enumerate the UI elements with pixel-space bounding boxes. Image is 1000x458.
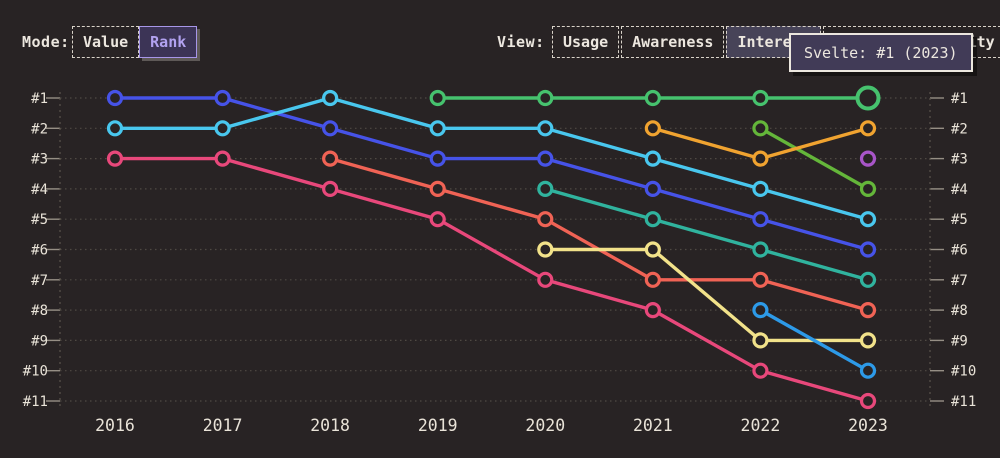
year-label-2016: 2016 xyxy=(95,416,135,435)
year-label-2017: 2017 xyxy=(203,416,243,435)
point-series-lightgreen-2022[interactable] xyxy=(752,120,769,137)
right-rank-label-8: #8 xyxy=(951,303,968,319)
point-series-coral-2023[interactable] xyxy=(859,302,877,319)
point-series-cyan-2019[interactable] xyxy=(429,120,446,137)
point-series-blue-2016[interactable] xyxy=(106,89,124,107)
year-label-2023: 2023 xyxy=(848,416,888,435)
point-Svelte-2020[interactable] xyxy=(537,89,554,107)
line-series-coral xyxy=(329,156,869,312)
point-series-yellow-2020[interactable] xyxy=(537,241,554,258)
point-series-blue-2019[interactable] xyxy=(429,150,446,167)
point-series-teal-2020[interactable] xyxy=(537,180,554,197)
tooltip-text: Svelte: #1 (2023) xyxy=(804,43,958,62)
point-series-coral-2020[interactable] xyxy=(537,211,554,228)
point-series-cyan-2020[interactable] xyxy=(537,120,554,137)
point-series-pink-2023[interactable] xyxy=(859,392,877,410)
point-Svelte-2019[interactable] xyxy=(429,89,446,107)
point-Svelte-2022[interactable] xyxy=(752,89,769,107)
left-rank-label-3: #3 xyxy=(31,152,48,168)
right-rank-label-2: #2 xyxy=(951,121,968,137)
point-series-cyan-2022[interactable] xyxy=(752,180,769,197)
point-series-skyblue-2023[interactable] xyxy=(859,362,877,379)
right-rank-label-3: #3 xyxy=(951,152,968,168)
point-series-yellow-2021[interactable] xyxy=(644,241,661,258)
left-rank-label-7: #7 xyxy=(31,273,48,289)
point-series-pink-2018[interactable] xyxy=(322,180,339,197)
right-rank-label-9: #9 xyxy=(951,333,968,349)
point-series-orange-2023[interactable] xyxy=(859,120,877,137)
point-series-skyblue-2022[interactable] xyxy=(752,302,769,319)
point-series-blue-2021[interactable] xyxy=(644,180,661,197)
left-rank-label-4: #4 xyxy=(31,182,48,198)
point-series-coral-2021[interactable] xyxy=(644,271,661,288)
line-series-blue xyxy=(115,96,869,252)
left-rank-label-6: #6 xyxy=(31,243,48,259)
mode-toggle-group: Value Rank xyxy=(72,26,198,58)
point-series-teal-2021[interactable] xyxy=(644,211,661,228)
left-rank-label-9: #9 xyxy=(31,333,48,349)
point-series-blue-2022[interactable] xyxy=(752,211,769,228)
point-series-blue-2023[interactable] xyxy=(859,241,877,258)
point-series-pink-2019[interactable] xyxy=(429,211,446,228)
point-series-lightgreen-2023[interactable] xyxy=(859,180,877,197)
point-series-orange-2022[interactable] xyxy=(752,150,769,167)
point-series-teal-2023[interactable] xyxy=(859,271,877,288)
point-series-blue-2018[interactable] xyxy=(322,120,339,137)
year-label-2022: 2022 xyxy=(741,416,781,435)
right-rank-label-4: #4 xyxy=(951,182,968,198)
line-series-skyblue xyxy=(759,308,869,373)
point-Svelte-2023[interactable] xyxy=(855,85,881,111)
line-series-cyan xyxy=(115,96,869,221)
point-series-cyan-2023[interactable] xyxy=(859,211,877,228)
point-series-cyan-2017[interactable] xyxy=(214,120,231,137)
point-series-blue-2017[interactable] xyxy=(214,89,231,107)
year-label-2018: 2018 xyxy=(310,416,350,435)
point-series-coral-2019[interactable] xyxy=(429,180,446,197)
year-label-2021: 2021 xyxy=(633,416,673,435)
left-rank-label-1: #1 xyxy=(31,91,48,107)
right-rank-label-6: #6 xyxy=(951,243,968,259)
point-series-cyan-2018[interactable] xyxy=(322,89,339,107)
mode-label: Mode: xyxy=(22,33,70,51)
right-rank-label-1: #1 xyxy=(951,91,968,107)
line-series-lightgreen xyxy=(759,126,869,191)
line-series-teal xyxy=(544,187,869,282)
point-series-yellow-2023[interactable] xyxy=(859,332,877,349)
line-series-pink xyxy=(115,156,869,403)
year-label-2020: 2020 xyxy=(525,416,565,435)
point-series-cyan-2016[interactable] xyxy=(106,120,124,137)
point-series-yellow-2022[interactable] xyxy=(752,332,769,349)
left-rank-label-5: #5 xyxy=(31,212,48,228)
point-series-pink-2017[interactable] xyxy=(214,150,231,167)
right-rank-label-5: #5 xyxy=(951,212,968,228)
point-series-pink-2022[interactable] xyxy=(752,362,769,379)
point-series-pink-2016[interactable] xyxy=(106,150,124,167)
point-series-cyan-2021[interactable] xyxy=(644,150,661,167)
chart-tooltip: Svelte: #1 (2023) xyxy=(789,33,973,72)
left-rank-label-8: #8 xyxy=(31,303,48,319)
year-label-2019: 2019 xyxy=(418,416,458,435)
left-rank-label-11: #11 xyxy=(23,394,48,410)
point-series-coral-2022[interactable] xyxy=(752,271,769,288)
mode-option-value[interactable]: Value xyxy=(72,26,140,58)
right-rank-label-11: #11 xyxy=(951,394,976,410)
mode-option-rank[interactable]: Rank xyxy=(139,26,198,58)
point-series-orange-2021[interactable] xyxy=(644,120,661,137)
view-label: View: xyxy=(497,33,545,51)
left-rank-label-2: #2 xyxy=(31,121,48,137)
point-series-teal-2022[interactable] xyxy=(752,241,769,258)
view-option-awareness[interactable]: Awareness xyxy=(621,26,725,58)
left-rank-label-10: #10 xyxy=(23,364,48,380)
point-series-purple-2023[interactable] xyxy=(859,150,877,167)
point-series-pink-2021[interactable] xyxy=(644,302,661,319)
point-series-pink-2020[interactable] xyxy=(537,271,554,288)
point-Svelte-2021[interactable] xyxy=(644,89,661,107)
right-rank-label-10: #10 xyxy=(951,364,976,380)
right-rank-label-7: #7 xyxy=(951,273,968,289)
point-series-coral-2018[interactable] xyxy=(322,150,339,167)
view-option-usage[interactable]: Usage xyxy=(552,26,620,58)
point-series-blue-2020[interactable] xyxy=(537,150,554,167)
